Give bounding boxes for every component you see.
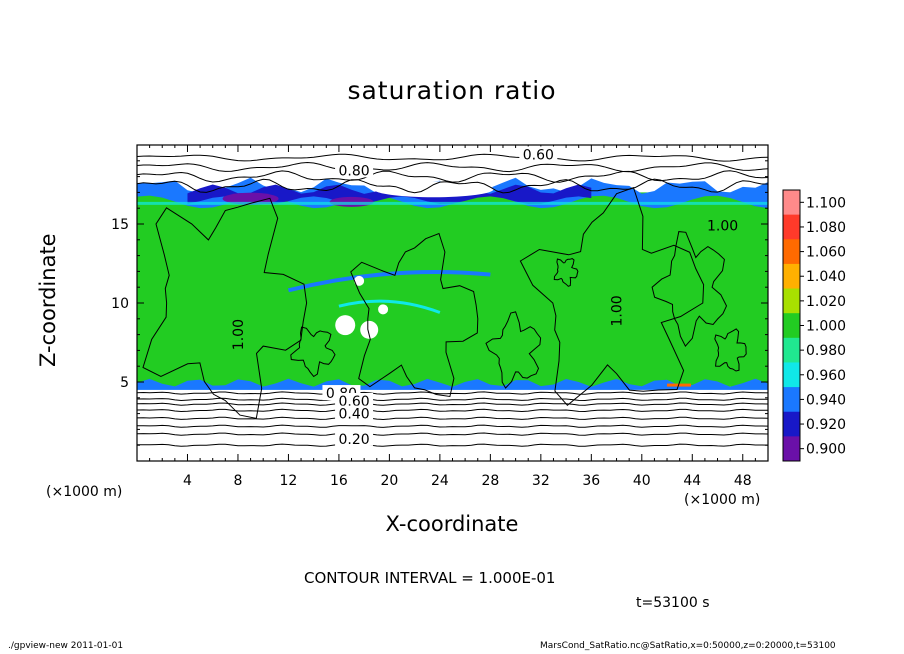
colorbar-label: 0.900 [806,442,846,458]
contour-label-bg [335,392,374,408]
contour-one [651,231,728,347]
contour-lower [137,397,768,402]
contour-upper [137,153,768,162]
colorbar-swatch [783,263,800,290]
colorbar-swatch [783,214,800,240]
contour-label: 0.80 [338,163,369,179]
x-unit-left: (×1000 m) [46,484,123,500]
x-tick-label: 48 [734,473,752,489]
x-tick-label: 12 [280,473,298,489]
contour-one [553,258,579,287]
contour-label-bg [335,405,374,421]
x-tick-label: 24 [431,473,449,489]
contour-interval-note: CONTOUR INTERVAL = 1.000E-01 [304,569,556,587]
contour-one [519,187,705,406]
x-tick-label: 28 [481,473,499,489]
colorbar-swatch [783,239,800,265]
contour-one [290,326,336,378]
colorbar: 1.100 1.080 1.060 1.040 1.020 1.000 0.980 0.960… [782,189,846,462]
colorbar-swatch [783,313,800,339]
unsaturated-patch [335,315,356,336]
colorbar-label: 1.080 [806,220,846,236]
contour-lower [137,408,768,413]
x-axis-label: X-coordinate [385,512,519,536]
colorbar-swatch [783,362,800,388]
contour-lower [137,443,768,447]
x-tick-label: 40 [633,473,651,489]
cyan-fringe [137,201,768,205]
contour-label: 0.60 [523,147,554,163]
y-tick-label: 5 [120,375,129,391]
colorbar-label: 0.960 [806,368,846,384]
colorbar-label: 1.000 [806,319,846,335]
contour-label: 1.00 [231,319,247,350]
unsaturated-patch [360,320,379,339]
y-tick-label: 15 [111,217,129,233]
saturated-region [137,192,768,387]
saturation-field [137,145,768,461]
contour-lines [137,153,768,447]
x-unit-right: (×1000 m) [684,492,761,508]
colorbar-label: 1.100 [806,195,846,211]
colorbar-label: 0.980 [806,343,846,359]
contour-lower [137,424,768,428]
contour-upper [137,161,768,173]
violet-patch [222,192,279,205]
colorbar-label: 0.920 [806,417,846,433]
colorbar-label: 1.040 [806,269,846,285]
contour-label: 0.40 [338,407,369,423]
contour-lower [137,402,768,406]
contour-label-bg [335,430,374,446]
colorbar-label: 1.060 [806,245,846,261]
contour-upper [137,170,768,183]
colorbar-label: 1.020 [806,294,846,310]
lower-dry-band [137,389,768,461]
y-tick-label: 10 [111,296,129,312]
x-tick-label: 44 [683,473,701,489]
x-tick-label: 32 [532,473,550,489]
contour-label: 0.20 [338,432,369,448]
footer-left: ./gpview-new 2011-01-01 [8,641,124,651]
footer-right: MarsCond_SatRatio.nc@SatRatio,x=0:50000,… [540,641,836,651]
colorbar-swatch [783,436,800,462]
colorbar-swatch [783,387,800,413]
x-tick-label: 36 [582,473,600,489]
x-tick-label: 4 [183,473,192,489]
lower-blue-boundary [137,378,768,392]
contour-label: 1.00 [707,219,738,235]
contour-lower [137,432,768,436]
contour-label-bg [519,146,558,162]
colorbar-swatch [783,337,800,363]
contour-label-bg [335,162,374,178]
contour-one [142,197,308,419]
contour-one [350,232,479,398]
colorbar-swatch [783,288,800,314]
colorbar-swatch [783,411,800,437]
contour-labels: 0.600.801.001.001.000.800.600.400.20 [231,146,738,448]
contour-one [485,311,542,389]
unsaturated-patch [354,275,365,286]
y-axis-label: Z-coordinate [36,233,60,367]
colorbar-swatch [783,190,800,216]
mid-cyan-streak [338,299,441,314]
contour-lower [137,416,768,421]
x-tick-label: 20 [380,473,398,489]
contour-upper [137,178,768,194]
colorbar-label: 0.940 [806,392,846,408]
x-tick-label: 16 [330,473,348,489]
contour-lower [137,391,768,395]
upper-cloud [373,181,494,198]
contour-label: 1.00 [610,295,626,326]
time-label: t=53100 s [636,595,710,611]
chart-title: saturation ratio [347,76,557,105]
unsaturated-patch [378,304,389,315]
contour-one [714,328,747,372]
x-tick-label: 8 [233,473,242,489]
